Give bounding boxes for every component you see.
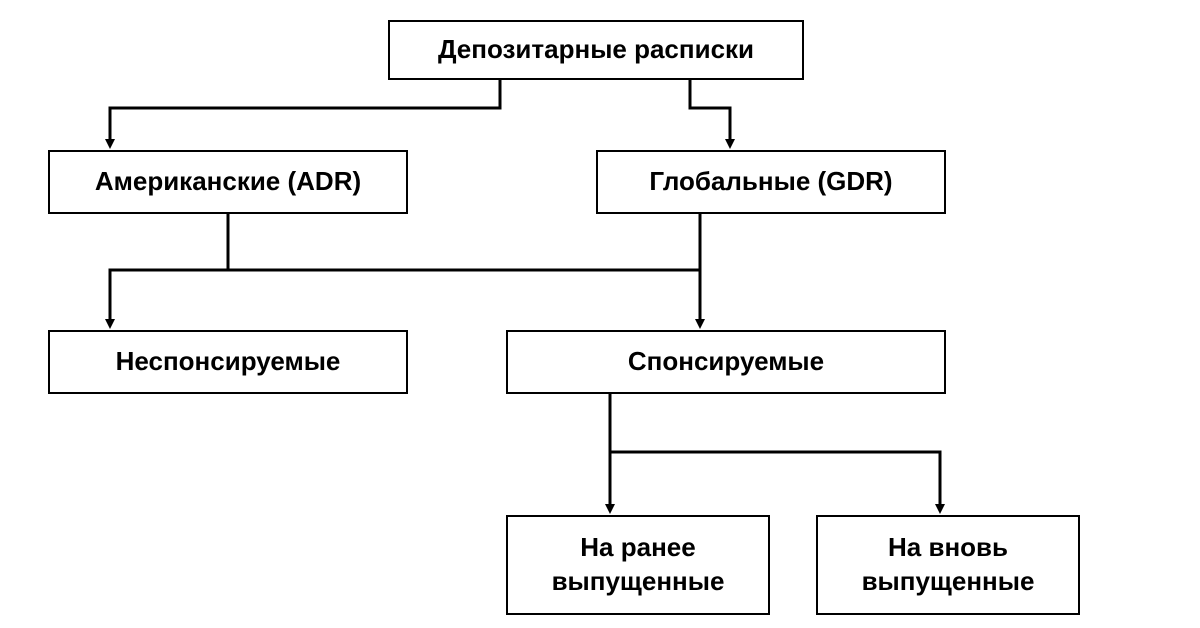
node-gdr: Глобальные (GDR) [596, 150, 946, 214]
edge-root-to-gdr [690, 80, 730, 145]
edge-to-new-issued [610, 452, 940, 510]
node-unsponsored: Неспонсируемые [48, 330, 408, 394]
node-sponsored: Спонсируемые [506, 330, 946, 394]
node-adr: Американские (ADR) [48, 150, 408, 214]
edge-bus-to-sponsored [228, 270, 700, 325]
node-new-issued: На вновь выпущенные [816, 515, 1080, 615]
node-unsponsored-label: Неспонсируемые [116, 345, 341, 379]
node-adr-label: Американские (ADR) [95, 165, 361, 199]
node-root: Депозитарные расписки [388, 20, 804, 80]
node-prev-issued-label: На ранее выпущенные [520, 531, 756, 599]
node-new-issued-label: На вновь выпущенные [830, 531, 1066, 599]
node-sponsored-label: Спонсируемые [628, 345, 824, 379]
node-gdr-label: Глобальные (GDR) [649, 165, 892, 199]
edge-root-to-adr [110, 80, 500, 145]
node-root-label: Депозитарные расписки [438, 33, 754, 67]
node-prev-issued: На ранее выпущенные [506, 515, 770, 615]
edge-adr-to-unsponsored [110, 214, 228, 325]
